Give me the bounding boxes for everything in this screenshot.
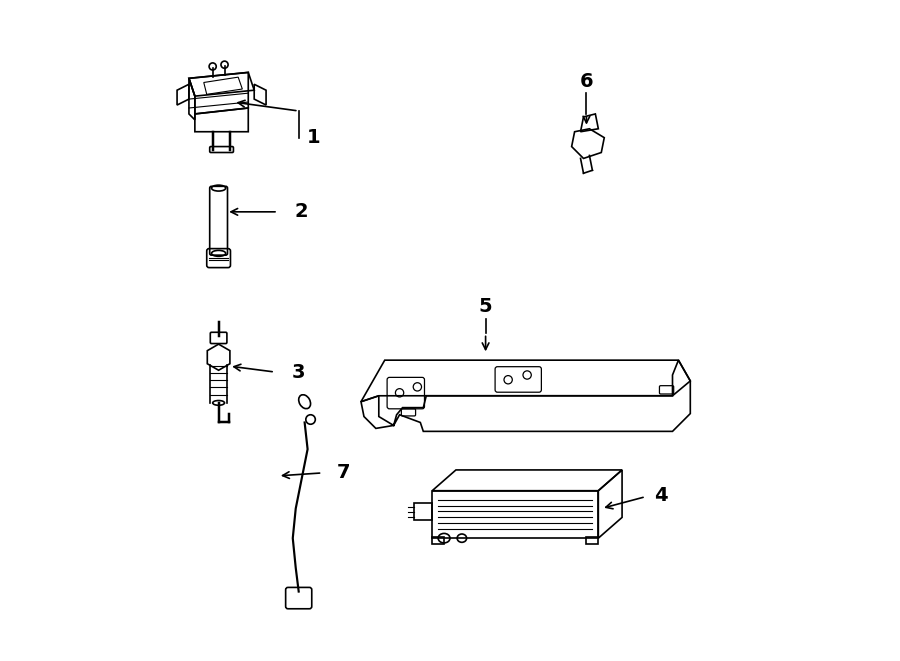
Text: 2: 2 — [295, 202, 309, 221]
Text: 7: 7 — [337, 463, 350, 483]
Text: 4: 4 — [653, 486, 668, 505]
Text: 6: 6 — [580, 72, 593, 91]
Text: 5: 5 — [479, 297, 492, 316]
Text: 1: 1 — [307, 128, 320, 147]
Text: 3: 3 — [292, 362, 305, 381]
